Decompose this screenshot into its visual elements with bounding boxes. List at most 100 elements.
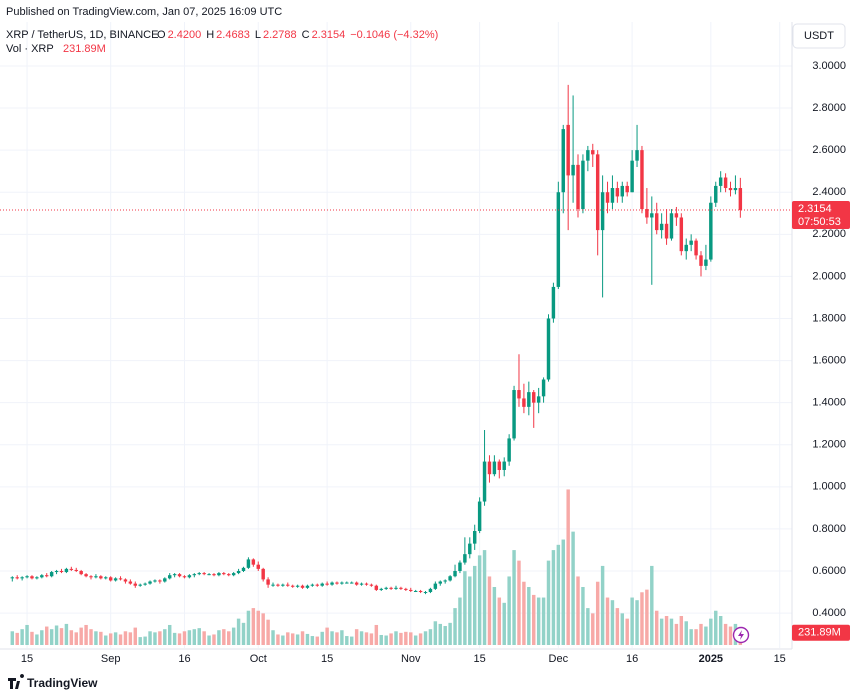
candle-body [600, 192, 605, 231]
currency[interactable]: USDT [804, 30, 834, 42]
candle-body [714, 185, 718, 203]
y-tick-label: 2.4000 [812, 186, 846, 198]
x-tick-label: 15 [321, 653, 333, 665]
volume-bar [231, 627, 236, 645]
candle-body [153, 580, 157, 582]
candle-body [615, 188, 620, 197]
volume-bar [113, 632, 118, 645]
volume-bar [305, 633, 310, 645]
volume-bar [271, 630, 275, 645]
candle-body [576, 164, 580, 210]
candle-body [645, 209, 649, 218]
volume-bar [591, 613, 595, 645]
volume-bar [281, 635, 285, 645]
candle-body [418, 590, 423, 593]
y-tick-label: 1.4000 [812, 397, 846, 409]
y-tick-label: 2.8000 [812, 102, 846, 114]
candle-body [350, 582, 354, 584]
currency-button[interactable] [792, 23, 846, 49]
candle-body [133, 583, 138, 586]
candle-body [212, 574, 216, 576]
candle-body [15, 577, 19, 579]
candle-body [69, 568, 74, 570]
volume-bar [192, 629, 197, 645]
volume-bar [477, 555, 482, 645]
volume-bar [532, 594, 536, 645]
y-tick-label: 0.6000 [812, 565, 846, 577]
candle-body [25, 576, 29, 578]
price-label: 2.3154 [798, 203, 832, 215]
volume-bar [187, 630, 192, 645]
candle-body [227, 574, 231, 576]
candle-body [128, 581, 133, 584]
volume-bar [104, 635, 108, 645]
candle-body [290, 585, 295, 587]
volume-bar [359, 631, 364, 645]
candle-body [300, 585, 305, 588]
candle-body [231, 573, 236, 576]
candle-body [517, 390, 521, 399]
candle-body [182, 576, 187, 578]
candle-body [448, 576, 452, 581]
candle-body [40, 575, 44, 578]
volume-bar [684, 621, 688, 645]
candle-body [723, 177, 728, 189]
axes: 0.4000 0.6000 0.8000 1.0000 1.2000 1.4000 1.60… [21, 60, 850, 665]
candle-body [177, 574, 182, 577]
volume-bar [54, 625, 59, 645]
x-tick-label: 16 [626, 653, 638, 665]
volume-bar [615, 608, 620, 645]
volume-bar [541, 597, 546, 645]
candle-body [487, 461, 492, 475]
symbol: XRP / TetherUS, 1D, BINANCE [6, 29, 158, 41]
candle-body [453, 570, 457, 577]
volume-bar [664, 616, 669, 645]
volume-bar [718, 616, 723, 645]
candle-body [374, 585, 379, 590]
volume-bar [384, 635, 388, 645]
y-tick-label: 1.8000 [812, 312, 846, 324]
candle-body [635, 150, 639, 161]
y-tick-label: 3.0000 [812, 60, 846, 72]
volume-bar [522, 581, 526, 645]
x-tick-label: 15 [774, 653, 786, 665]
volume-bar [428, 629, 433, 645]
y-tick-label: 1.0000 [812, 481, 846, 493]
volume-bar [251, 608, 256, 645]
volume-bar [286, 632, 290, 645]
candle-body [163, 578, 167, 582]
x-tick-label: 2025 [699, 653, 723, 665]
volume-bar [45, 626, 49, 645]
volume-bar [600, 565, 605, 645]
volume-bar [300, 631, 305, 645]
candle-body [49, 572, 54, 577]
candle-body [438, 581, 442, 584]
candle-body [10, 577, 15, 579]
candle-body [532, 392, 536, 403]
candle-body [345, 582, 349, 584]
candle-body [664, 223, 669, 239]
ohlc-key: O [157, 29, 166, 41]
y-tick-label: 1.2000 [812, 439, 846, 451]
candle-body [630, 160, 634, 193]
volume-bar [374, 624, 379, 645]
volume-value: 231.89M [63, 43, 106, 55]
candle-body [551, 286, 556, 319]
volume-bar [40, 630, 44, 645]
volume-bar [30, 631, 34, 645]
volume-bar [128, 632, 133, 645]
candle-body [413, 590, 418, 592]
candle-body [443, 580, 447, 582]
candle-body [384, 587, 388, 589]
volume-pill-label: 231.89M [798, 627, 841, 639]
volume-bar [217, 630, 221, 645]
candle-body [409, 589, 413, 591]
candle-body [433, 583, 438, 589]
volume-bar [630, 597, 634, 645]
volume-bar [118, 634, 123, 645]
candle-body [561, 129, 565, 193]
volume-bar [556, 544, 561, 645]
candle-body [241, 567, 246, 571]
candle-body [89, 576, 93, 578]
